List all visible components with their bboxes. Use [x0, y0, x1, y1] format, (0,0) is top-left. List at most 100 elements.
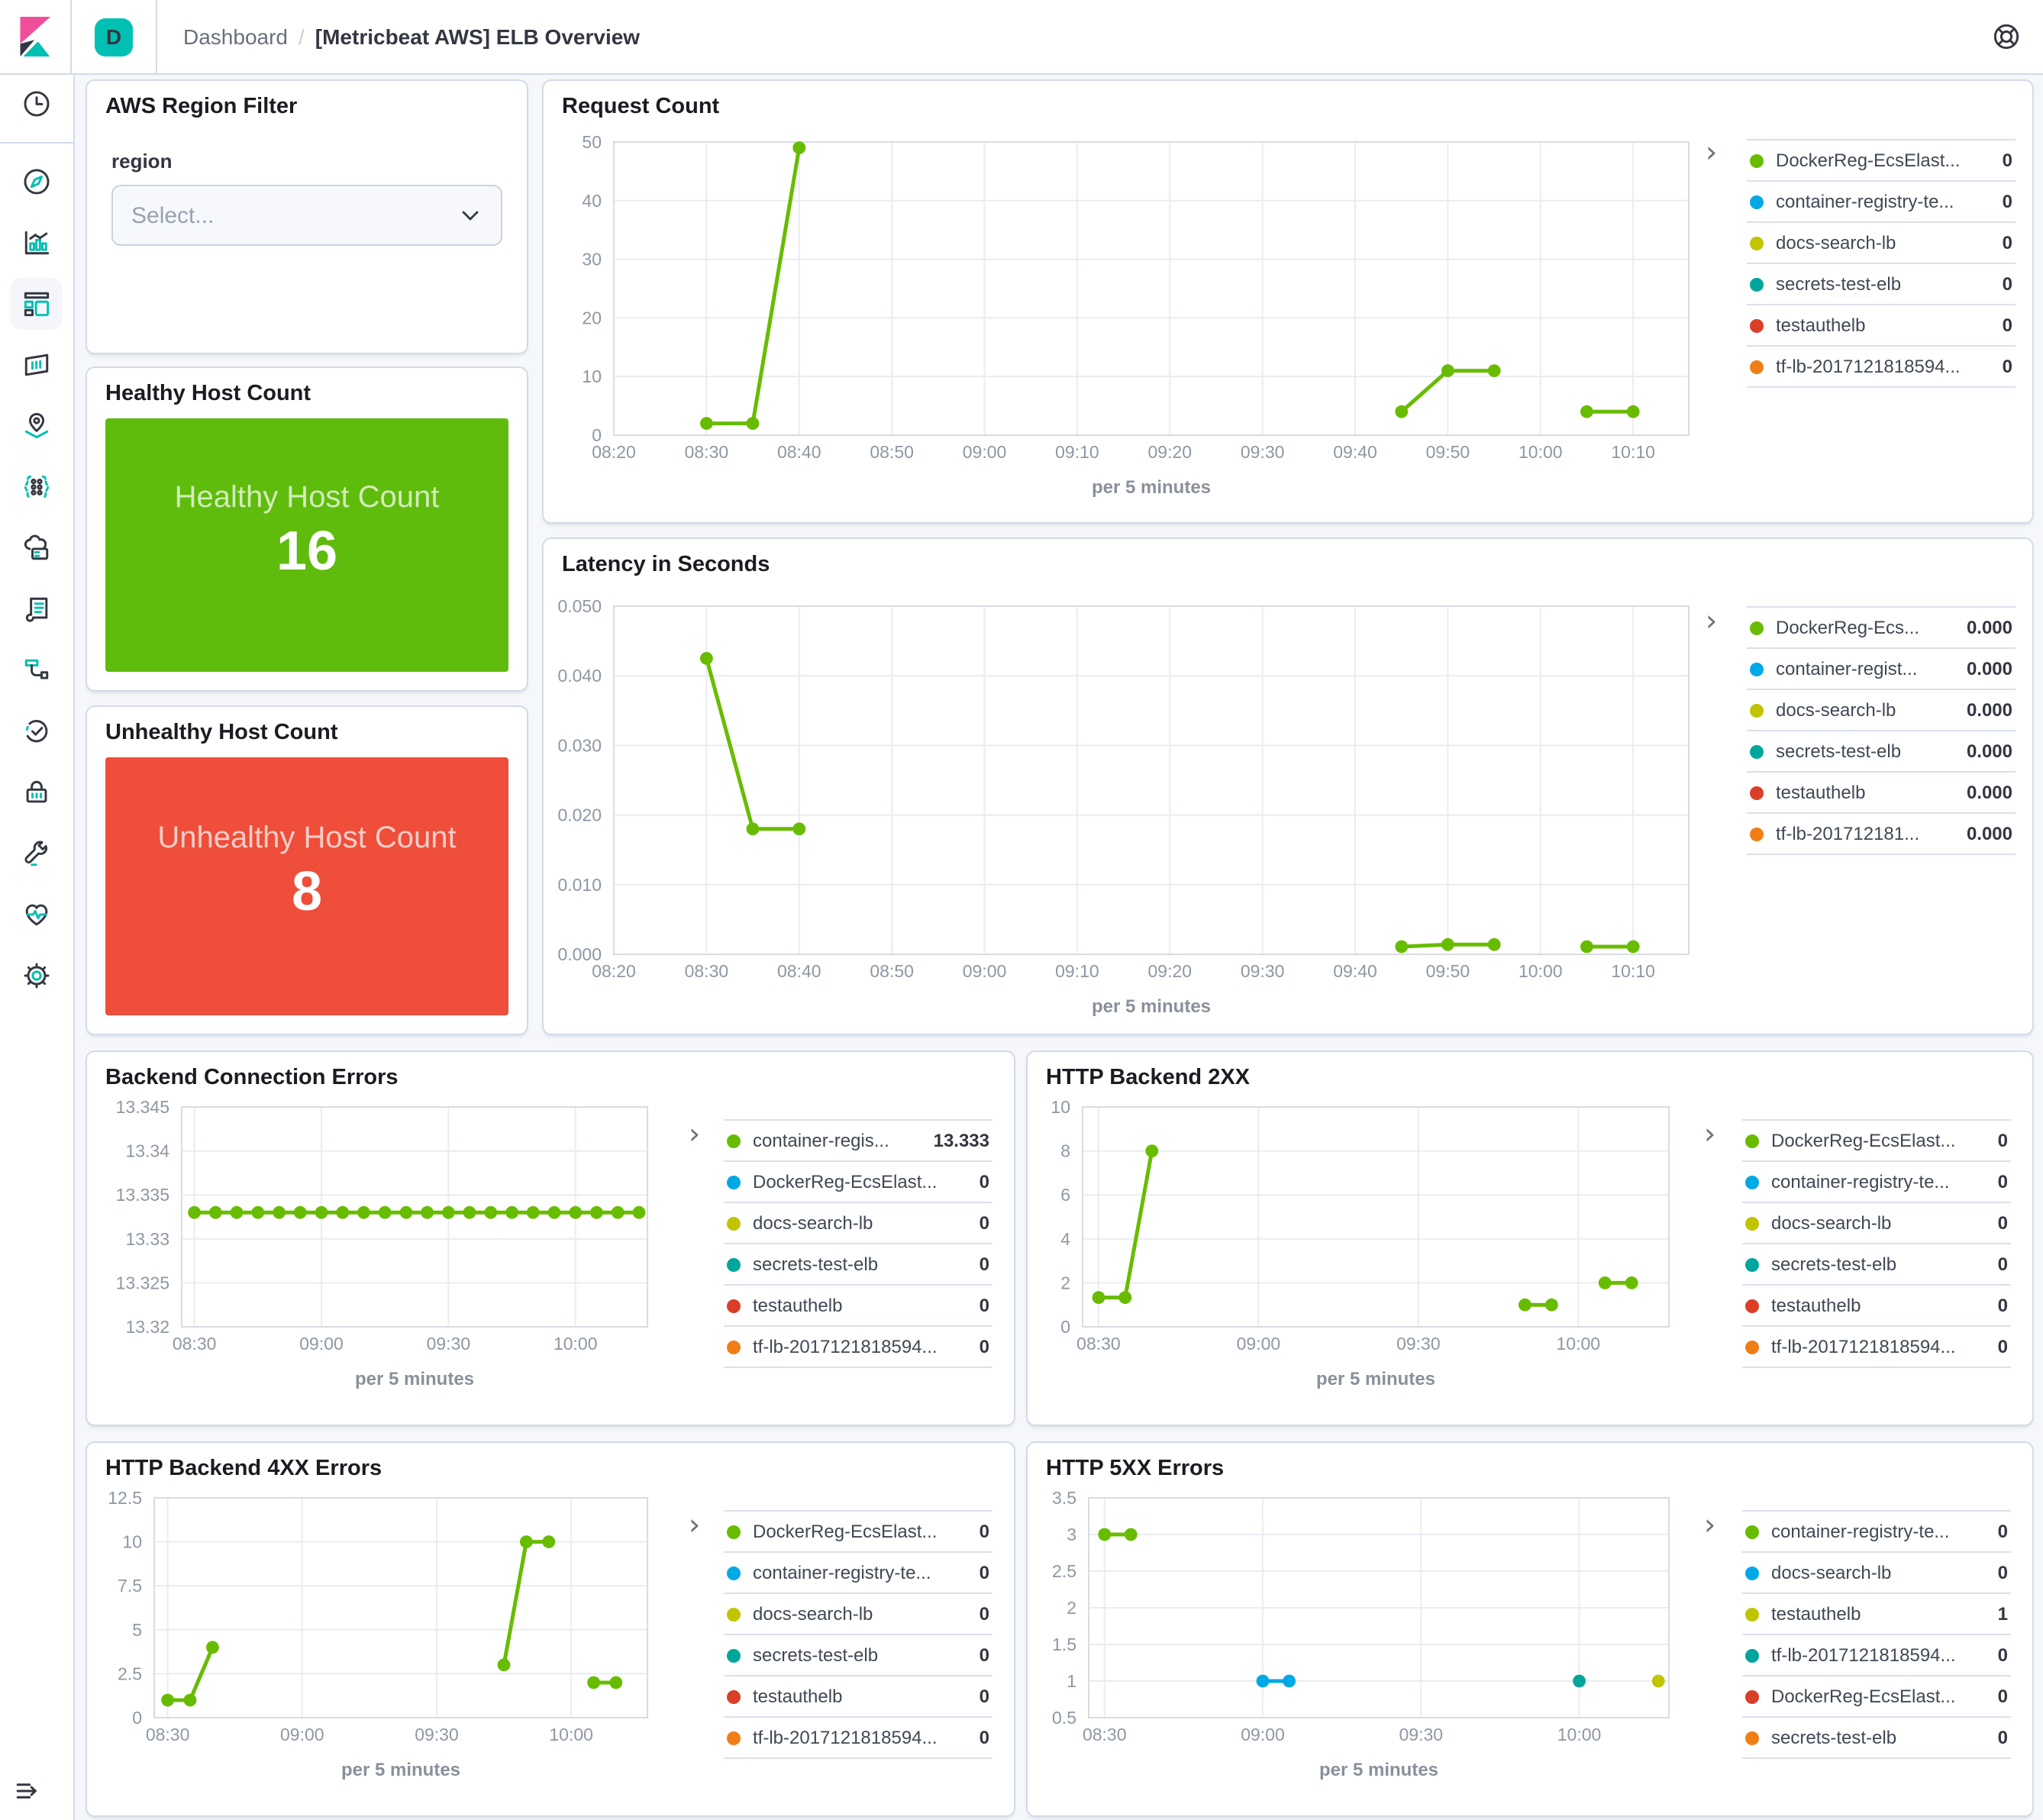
- legend-item[interactable]: tf-lb-2017121818594... 0: [1747, 345, 2016, 388]
- sidebar-item-canvas[interactable]: [0, 334, 73, 395]
- series-color-dot: [1750, 236, 1764, 250]
- sidebar-item-siem[interactable]: [0, 762, 73, 823]
- unhealthy-host-count-metric: Unhealthy Host Count 8: [105, 757, 508, 1015]
- svg-text:per 5 minutes: per 5 minutes: [1316, 1369, 1435, 1389]
- http-backend-4xx-errors-chart[interactable]: 0 2.5 5 7.5 10 12.5 08:30 09:00 09:30 10:00 per 5 …: [87, 1443, 1014, 1815]
- legend-item[interactable]: docs-search-lb 0: [724, 1202, 992, 1243]
- svg-text:13.325: 13.325: [116, 1273, 169, 1292]
- legend-collapse-icon[interactable]: ›: [1706, 605, 1718, 638]
- monitoring-heartbeat-icon: [25, 904, 48, 926]
- legend-item[interactable]: docs-search-lb 0: [1742, 1202, 2011, 1243]
- svg-text:09:20: 09:20: [1147, 442, 1192, 462]
- legend-item[interactable]: testauthelb 0.000: [1747, 771, 2016, 812]
- legend-item[interactable]: DockerReg-EcsElast... 0: [1742, 1675, 2011, 1716]
- sidebar-item-management[interactable]: [0, 945, 73, 1006]
- legend-item[interactable]: docs-search-lb 0: [1747, 221, 2016, 263]
- backend-connection-errors-chart[interactable]: 13.32 13.325 13.33 13.335 13.34 13.345 08:30 09…: [87, 1052, 1014, 1425]
- legend-item[interactable]: tf-lb-201712181... 0.000: [1747, 812, 2016, 855]
- legend-item[interactable]: tf-lb-2017121818594... 0: [1742, 1325, 2011, 1368]
- legend-collapse-icon[interactable]: ›: [689, 1509, 701, 1542]
- svg-text:09:30: 09:30: [1241, 961, 1285, 981]
- legend-item[interactable]: container-registry-te... 0: [1747, 180, 2016, 221]
- legend-item[interactable]: tf-lb-2017121818594... 0: [1742, 1634, 2011, 1675]
- legend-item[interactable]: testauthelb 0: [724, 1284, 992, 1325]
- sidebar-item-dashboard[interactable]: [0, 273, 73, 334]
- series-color-dot: [1745, 1525, 1759, 1538]
- sidebar-item-recent[interactable]: [0, 73, 73, 134]
- legend-item[interactable]: container-regist... 0.000: [1747, 647, 2016, 689]
- sidebar-item-apm[interactable]: [0, 640, 73, 701]
- chart-legend: DockerReg-EcsElast... 0 container-registry…: [724, 1510, 992, 1759]
- legend-value: 0: [979, 1171, 989, 1192]
- space-badge[interactable]: D: [95, 18, 133, 56]
- panel-healthy-host-count: Healthy Host Count Healthy Host Count 16: [86, 366, 528, 692]
- legend-item[interactable]: container-regis... 13.333: [724, 1119, 992, 1160]
- legend-item[interactable]: docs-search-lb 0: [724, 1592, 992, 1634]
- legend-label: secrets-test-elb: [1771, 1727, 1897, 1748]
- legend-item[interactable]: secrets-test-elb 0: [1747, 263, 2016, 304]
- http-backend-2xx-chart[interactable]: 0 2 4 6 8 10 08:30 09:00 09:30 10:00 per 5 minutes: [1028, 1052, 2032, 1425]
- sidebar-item-discover[interactable]: [0, 151, 73, 212]
- latency-chart[interactable]: 0.000 0.010 0.020 0.030 0.040 0.050 08:20 08:30…: [544, 539, 2032, 1034]
- legend-item[interactable]: container-registry-te... 0: [1742, 1160, 2011, 1202]
- http-5xx-errors-chart[interactable]: 0.5 1 1.5 2 2.5 3 3.5 08:30 09:00 09:30 10:00 per 5…: [1028, 1443, 2032, 1815]
- legend-item[interactable]: container-registry-te... 0: [724, 1551, 992, 1592]
- sidebar-item-stack-monitoring[interactable]: [0, 884, 73, 945]
- legend-item[interactable]: secrets-test-elb 0.000: [1747, 730, 2016, 771]
- legend-value: 0: [979, 1295, 989, 1316]
- collapse-nav-button[interactable]: [11, 1774, 44, 1808]
- legend-item[interactable]: secrets-test-elb 0: [1742, 1243, 2011, 1284]
- legend-item[interactable]: secrets-test-elb 0: [724, 1634, 992, 1675]
- legend-collapse-icon[interactable]: ›: [1706, 136, 1718, 169]
- legend-label: DockerReg-EcsElast...: [753, 1521, 938, 1542]
- breadcrumb-section[interactable]: Dashboard: [183, 24, 288, 49]
- legend-item[interactable]: tf-lb-2017121818594... 0: [724, 1325, 992, 1368]
- legend-collapse-icon[interactable]: ›: [1704, 1118, 1716, 1151]
- legend-item[interactable]: DockerReg-EcsElast... 0: [724, 1160, 992, 1202]
- panel-title: AWS Region Filter: [105, 95, 298, 119]
- help-button[interactable]: [1990, 20, 2023, 53]
- legend-item[interactable]: secrets-test-elb 0: [724, 1243, 992, 1284]
- legend-item[interactable]: DockerReg-EcsElast... 0: [1747, 139, 2016, 180]
- legend-collapse-icon[interactable]: ›: [1704, 1509, 1716, 1542]
- legend-item[interactable]: DockerReg-EcsElast... 0: [1742, 1119, 2011, 1160]
- sidebar-item-machine-learning[interactable]: [0, 457, 73, 518]
- series-color-dot: [727, 1648, 741, 1662]
- breadcrumb-separator: /: [299, 24, 305, 49]
- svg-text:08:30: 08:30: [1083, 1725, 1127, 1744]
- sidebar-item-uptime[interactable]: [0, 701, 73, 762]
- svg-text:13.345: 13.345: [116, 1097, 169, 1117]
- sidebar-item-maps[interactable]: [0, 395, 73, 457]
- legend-label: secrets-test-elb: [753, 1254, 879, 1275]
- legend-item[interactable]: DockerReg-EcsElast... 0: [724, 1510, 992, 1551]
- legend-value: 0: [979, 1603, 989, 1625]
- legend-item[interactable]: testauthelb 0: [1742, 1284, 2011, 1325]
- dock-navigation-icon: [16, 1783, 37, 1799]
- svg-text:20: 20: [582, 308, 602, 328]
- legend-label: container-registry-te...: [1771, 1521, 1950, 1542]
- legend-item[interactable]: tf-lb-2017121818594... 0: [724, 1716, 992, 1759]
- legend-item[interactable]: secrets-test-elb 0: [1742, 1716, 2011, 1759]
- panel-title: HTTP Backend 4XX Errors: [105, 1457, 382, 1481]
- legend-label: secrets-test-elb: [753, 1644, 879, 1666]
- sidebar-item-logs[interactable]: [0, 579, 73, 640]
- legend-item[interactable]: docs-search-lb 0.000: [1747, 689, 2016, 730]
- svg-text:09:40: 09:40: [1333, 442, 1377, 462]
- legend-label: DockerReg-EcsElast...: [1776, 150, 1961, 171]
- legend-label: DockerReg-EcsElast...: [1771, 1686, 1956, 1707]
- legend-item[interactable]: testauthelb 1: [1742, 1592, 2011, 1634]
- sidebar-item-infrastructure[interactable]: [0, 518, 73, 579]
- kibana-logo[interactable]: [0, 15, 70, 58]
- request-count-chart[interactable]: 0 10 20 30 40 50 08:20 08:30 08:40 08:50 09:00 09:1…: [544, 81, 2032, 522]
- sidebar-item-dev-tools[interactable]: [0, 823, 73, 884]
- series-color-dot: [1750, 195, 1764, 208]
- legend-item[interactable]: DockerReg-Ecs... 0.000: [1747, 606, 2016, 647]
- legend-item[interactable]: docs-search-lb 0: [1742, 1551, 2011, 1592]
- legend-item[interactable]: testauthelb 0: [1747, 304, 2016, 345]
- legend-item[interactable]: testauthelb 0: [724, 1675, 992, 1716]
- sidebar-item-visualize[interactable]: [0, 212, 73, 273]
- region-select[interactable]: Select...: [111, 185, 502, 246]
- legend-label: secrets-test-elb: [1776, 741, 1902, 762]
- legend-collapse-icon[interactable]: ›: [689, 1118, 701, 1151]
- legend-item[interactable]: container-registry-te... 0: [1742, 1510, 2011, 1551]
